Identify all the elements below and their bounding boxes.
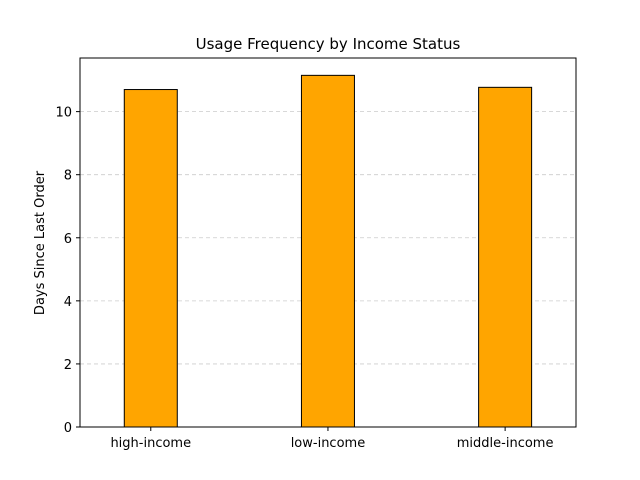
x-tick-label: low-income [291,436,366,451]
y-axis-ticks: 0 2 4 6 8 10 [55,106,80,436]
bars [123,74,533,428]
x-tick-label: high-income [110,436,191,451]
y-tick-label: 8 [64,169,72,184]
y-tick-label: 6 [64,232,72,247]
y-tick-label: 10 [55,106,72,121]
y-tick-label: 0 [64,421,72,436]
chart-title: Usage Frequency by Income Status [196,35,461,53]
y-tick-label: 2 [64,358,72,373]
y-tick-label: 4 [64,295,72,310]
bar-middle-income [478,86,533,428]
bar-low-income [300,74,355,428]
y-axis-label: Days Since Last Order [33,170,48,315]
x-tick-label: middle-income [457,436,554,451]
x-axis-ticks: high-income low-income middle-income [110,427,553,451]
bar-high-income [123,89,178,428]
